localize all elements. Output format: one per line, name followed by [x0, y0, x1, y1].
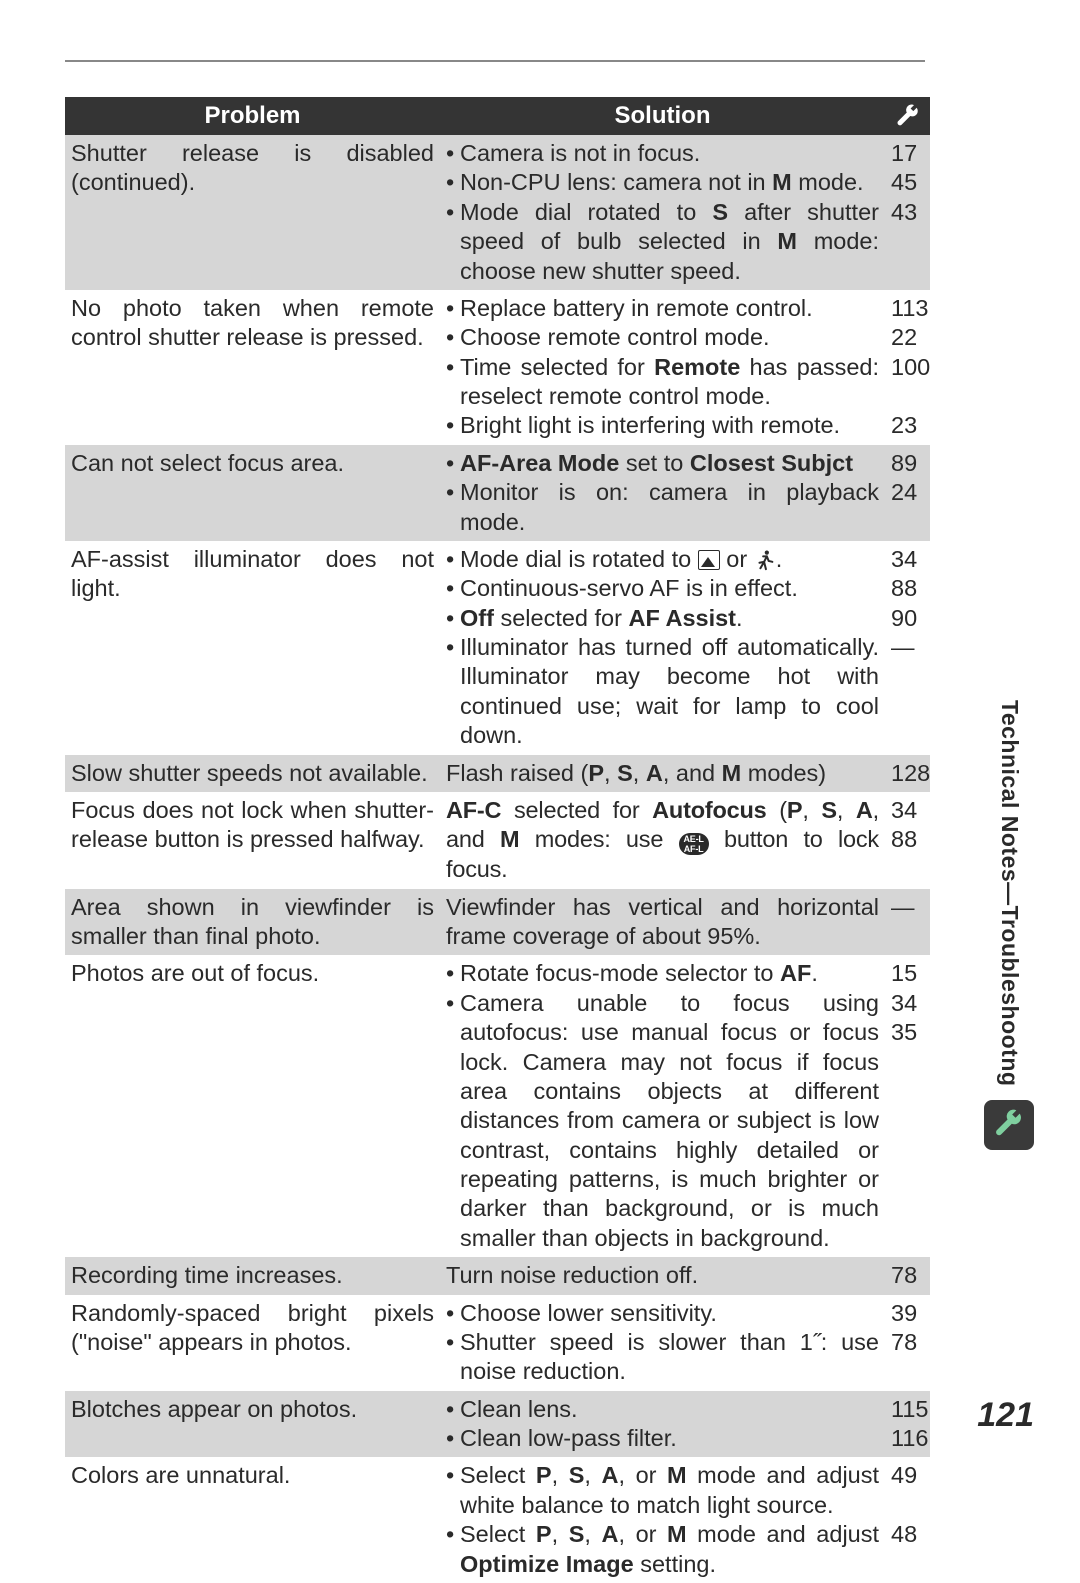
table-row: Shutter release is disabled (continued).…	[65, 135, 930, 290]
table-row: Slow shutter speeds not available.Flash …	[65, 755, 930, 792]
problem-cell: AF-assist illuminator does not light.	[65, 541, 440, 755]
solution-cell: Clean lens.Clean low-pass filter.	[440, 1391, 885, 1458]
top-rule	[65, 60, 925, 62]
solution-cell: Viewfinder has vertical and horizontal f…	[440, 889, 885, 956]
page-ref-cell: 15 34 35	[885, 955, 930, 1257]
table-row: No photo taken when remote control shutt…	[65, 290, 930, 445]
manual-page: Problem Solution Shutter release is disa…	[0, 0, 1080, 1486]
solution-cell: Mode dial is rotated to or .Continuous-s…	[440, 541, 885, 755]
problem-cell: Randomly-spaced bright pixels ("noise" a…	[65, 1295, 440, 1391]
table-row: Area shown in viewfinder is smaller than…	[65, 889, 930, 956]
table-row: AF-assist illuminator does not light.Mod…	[65, 541, 930, 755]
page-ref-cell: 34 88	[885, 792, 930, 889]
table-row: Blotches appear on photos.Clean lens.Cle…	[65, 1391, 930, 1458]
problem-cell: Blotches appear on photos.	[65, 1391, 440, 1458]
table-row: Can not select focus area.AF-Area Mode s…	[65, 445, 930, 541]
problem-cell: Colors are unnatural.	[65, 1457, 440, 1583]
col-header-problem: Problem	[65, 97, 440, 135]
problem-cell: No photo taken when remote control shutt…	[65, 290, 440, 445]
solution-cell: Rotate focus-mode selector to AF.Camera …	[440, 955, 885, 1257]
side-chapter-icon	[984, 1100, 1034, 1150]
col-header-solution: Solution	[440, 97, 885, 135]
page-number: 121	[977, 1394, 1034, 1437]
solution-cell: Select P, S, A, or M mode and adjust whi…	[440, 1457, 885, 1583]
page-ref-cell: 128	[885, 755, 930, 792]
page-ref-cell: 115 116	[885, 1391, 930, 1458]
problem-cell: Can not select focus area.	[65, 445, 440, 541]
problem-cell: Focus does not lock when shutter-release…	[65, 792, 440, 889]
page-ref-cell: 78	[885, 1257, 930, 1294]
wrench-icon	[895, 104, 921, 130]
page-ref-cell: —	[885, 889, 930, 956]
table-row: Recording time increases.Turn noise redu…	[65, 1257, 930, 1294]
page-ref-cell: 49 48	[885, 1457, 930, 1583]
sports-icon	[754, 549, 776, 571]
landscape-icon	[698, 550, 720, 570]
table-body: Shutter release is disabled (continued).…	[65, 135, 930, 1583]
problem-cell: Area shown in viewfinder is smaller than…	[65, 889, 440, 956]
table-header-row: Problem Solution	[65, 97, 930, 135]
solution-cell: Flash raised (P, S, A, and M modes)	[440, 755, 885, 792]
table-row: Focus does not lock when shutter-release…	[65, 792, 930, 889]
page-ref-cell: 39 78	[885, 1295, 930, 1391]
problem-cell: Shutter release is disabled (continued).	[65, 135, 440, 290]
side-chapter-tab: Technical Notes—Troubleshootng	[995, 700, 1024, 1086]
problem-cell: Photos are out of focus.	[65, 955, 440, 1257]
page-ref-cell: 34 88 90 —	[885, 541, 930, 755]
solution-cell: Replace battery in remote control.Choose…	[440, 290, 885, 445]
col-header-page-icon	[885, 97, 930, 135]
table-row: Randomly-spaced bright pixels ("noise" a…	[65, 1295, 930, 1391]
page-ref-cell: 17 45 43	[885, 135, 930, 290]
solution-cell: AF-Area Mode set to Closest SubjctMonito…	[440, 445, 885, 541]
solution-cell: Turn noise reduction off.	[440, 1257, 885, 1294]
solution-cell: AF-C selected for Autofocus (P, S, A, an…	[440, 792, 885, 889]
table-row: Photos are out of focus.Rotate focus-mod…	[65, 955, 930, 1257]
page-ref-cell: 89 24	[885, 445, 930, 541]
table-row: Colors are unnatural.Select P, S, A, or …	[65, 1457, 930, 1583]
solution-cell: Choose lower sensitivity.Shutter speed i…	[440, 1295, 885, 1391]
ae-l-af-l-button-icon: AE-LAF-L	[679, 833, 709, 855]
problem-cell: Slow shutter speeds not available.	[65, 755, 440, 792]
troubleshooting-table: Problem Solution Shutter release is disa…	[65, 97, 930, 1583]
wrench-icon	[993, 1109, 1025, 1141]
problem-cell: Recording time increases.	[65, 1257, 440, 1294]
solution-cell: Camera is not in focus.Non-CPU lens: cam…	[440, 135, 885, 290]
page-ref-cell: 113 22 100 23	[885, 290, 930, 445]
